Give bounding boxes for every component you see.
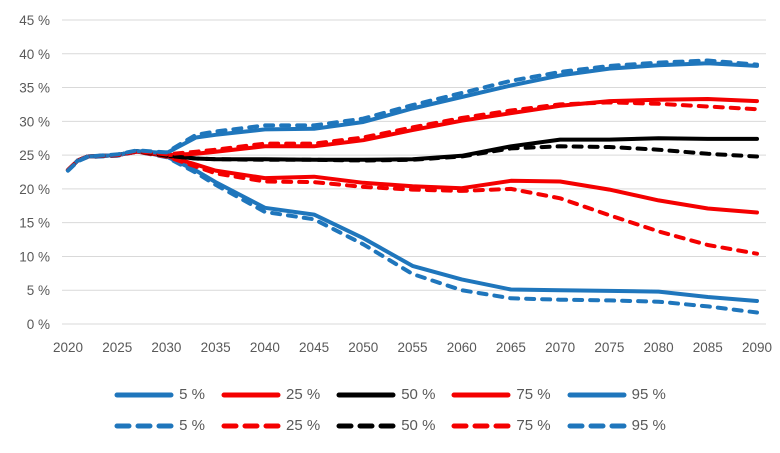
y-axis-tick-label: 10 % bbox=[19, 249, 50, 264]
legend-label: 95 % bbox=[631, 386, 666, 403]
legend-row-dashed: 5 % 25 % 50 % 75 % 95 % bbox=[110, 417, 670, 434]
y-axis-tick-label: 45 % bbox=[19, 13, 50, 28]
legend-item-50-percentile-solid: 50 % bbox=[336, 386, 435, 403]
legend-item-25-percentile-solid: 25 % bbox=[221, 386, 320, 403]
y-axis-tick-label: 25 % bbox=[19, 148, 50, 163]
legend-label: 5 % bbox=[179, 386, 206, 403]
legend-label: 50 % bbox=[401, 417, 436, 434]
x-axis-tick-label: 2025 bbox=[102, 340, 132, 355]
legend-item-95-percentile-dashed: 95 % bbox=[567, 417, 666, 434]
x-axis-tick-label: 2080 bbox=[644, 340, 674, 355]
series-line-5-percentile-dashed bbox=[66, 149, 759, 315]
series-line-25-percentile-dashed bbox=[66, 149, 759, 256]
legend-line-sample-solid-icon bbox=[567, 392, 627, 397]
percentile-fan-chart: 0 % 5 % 10 % 15 % 20 % 25 % 30 % 35 % 40 % 45 % 20… bbox=[19, 13, 772, 355]
chart-plot-area: 0 % 5 % 10 % 15 % 20 % 25 % 30 % 35 % 40 % 45 % 20… bbox=[19, 13, 772, 355]
legend-line-sample-solid-icon bbox=[221, 392, 281, 397]
legend-line-sample-solid-icon bbox=[451, 392, 511, 397]
x-axis-tick-label: 2020 bbox=[53, 340, 83, 355]
y-axis-tick-label: 30 % bbox=[19, 114, 50, 129]
legend-line-sample-dashed-icon bbox=[451, 423, 511, 428]
x-axis-tick-label: 2045 bbox=[299, 340, 329, 355]
series-line-95-percentile-dashed bbox=[66, 58, 759, 173]
x-axis-tick-label: 2090 bbox=[742, 340, 772, 355]
x-axis-tick-label: 2050 bbox=[348, 340, 378, 355]
y-axis-tick-label: 20 % bbox=[19, 182, 50, 197]
x-axis-tick-label: 2070 bbox=[545, 340, 575, 355]
x-axis-tick-label: 2075 bbox=[594, 340, 624, 355]
legend-line-sample-solid-icon bbox=[114, 392, 174, 397]
legend-item-75-percentile-dashed: 75 % bbox=[451, 417, 551, 434]
y-axis-tick-label: 15 % bbox=[19, 216, 50, 231]
legend-label: 5 % bbox=[179, 417, 206, 434]
legend-line-sample-solid-icon bbox=[336, 392, 396, 397]
legend-label: 75 % bbox=[516, 417, 551, 434]
y-axis-tick-label: 40 % bbox=[19, 47, 50, 62]
legend-label: 75 % bbox=[516, 386, 551, 403]
y-axis-tick-label: 35 % bbox=[19, 81, 50, 96]
legend-item-25-percentile-dashed: 25 % bbox=[221, 417, 320, 434]
legend-label: 25 % bbox=[286, 417, 321, 434]
x-axis-tick-label: 2035 bbox=[201, 340, 231, 355]
x-axis-tick-label: 2030 bbox=[151, 340, 181, 355]
legend-item-75-percentile-solid: 75 % bbox=[451, 386, 551, 403]
x-axis-tick-label: 2065 bbox=[496, 340, 526, 355]
legend-line-sample-dashed-icon bbox=[567, 423, 627, 428]
x-axis-tick-label: 2040 bbox=[250, 340, 280, 355]
legend-label: 50 % bbox=[401, 386, 436, 403]
legend-label: 95 % bbox=[631, 417, 666, 434]
y-axis-tick-label: 5 % bbox=[27, 283, 50, 298]
legend-item-50-percentile-dashed: 50 % bbox=[336, 417, 435, 434]
x-axis-tick-label: 2055 bbox=[397, 340, 427, 355]
legend-line-sample-dashed-icon bbox=[336, 423, 396, 428]
x-axis-tick-label: 2060 bbox=[447, 340, 477, 355]
legend-label: 25 % bbox=[286, 386, 321, 403]
legend-line-sample-dashed-icon bbox=[221, 423, 281, 428]
legend-item-5-percentile-solid: 5 % bbox=[114, 386, 205, 403]
legend-item-5-percentile-dashed: 5 % bbox=[114, 417, 205, 434]
legend-item-95-percentile-solid: 95 % bbox=[567, 386, 666, 403]
legend-row-solid: 5 % 25 % 50 % 75 % 95 % bbox=[110, 386, 670, 403]
series-line-5-percentile-solid bbox=[66, 149, 759, 303]
x-axis-tick-label: 2085 bbox=[693, 340, 723, 355]
chart-legend: 5 % 25 % 50 % 75 % 95 % 5 % 25 % 50 % 75 % 95 % bbox=[0, 368, 780, 452]
legend-line-sample-dashed-icon bbox=[114, 423, 174, 428]
y-axis-tick-label: 0 % bbox=[27, 317, 50, 332]
